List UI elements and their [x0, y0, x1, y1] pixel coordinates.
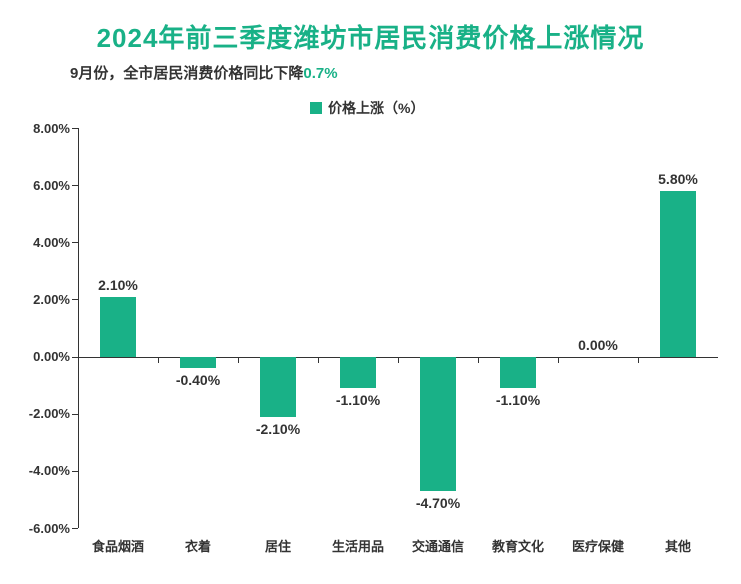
- bar-value-label: -0.40%: [158, 372, 238, 388]
- bar-value-label: 5.80%: [638, 171, 718, 187]
- bar-value-label: -4.70%: [398, 495, 478, 511]
- bar: [340, 357, 376, 388]
- x-category-label: 交通通信: [398, 536, 478, 555]
- bar: [500, 357, 536, 388]
- bar: [660, 191, 696, 357]
- bar: [260, 357, 296, 417]
- y-tick-mark: [72, 128, 78, 129]
- y-tick-mark: [72, 528, 78, 529]
- y-tick-label: 6.00%: [10, 178, 70, 193]
- y-tick-mark: [72, 185, 78, 186]
- x-tick-mark: [478, 357, 479, 363]
- x-tick-mark: [158, 357, 159, 363]
- x-category-label: 生活用品: [318, 536, 398, 555]
- x-category-label: 其他: [638, 536, 718, 555]
- y-tick-mark: [72, 242, 78, 243]
- x-category-label: 居住: [238, 536, 318, 555]
- x-category-label: 衣着: [158, 536, 238, 555]
- plot-area: -6.00%-4.00%-2.00%0.00%2.00%4.00%6.00%8.…: [78, 128, 718, 528]
- bar-value-label: -1.10%: [318, 392, 398, 408]
- chart-area: -6.00% -4.00% -2.00% 0.00% 2.00% 4.00% 6.00% 8.…: [0, 0, 741, 584]
- x-category-label: 医疗保健: [558, 536, 638, 555]
- x-tick-mark: [238, 357, 239, 363]
- y-tick-label: -6.00%: [10, 521, 70, 536]
- x-category-label: 食品烟酒: [78, 536, 158, 555]
- y-tick-label: 0.00%: [10, 349, 70, 364]
- y-tick-label: 4.00%: [10, 235, 70, 250]
- bar: [100, 297, 136, 357]
- x-tick-mark: [558, 357, 559, 363]
- y-tick-mark: [72, 414, 78, 415]
- bar: [420, 357, 456, 491]
- y-axis: [78, 128, 79, 528]
- y-tick-label: 8.00%: [10, 121, 70, 136]
- y-tick-label: -2.00%: [10, 406, 70, 421]
- y-tick-mark: [72, 471, 78, 472]
- x-tick-mark: [318, 357, 319, 363]
- bar: [180, 357, 216, 368]
- bar-value-label: 2.10%: [78, 277, 158, 293]
- bar-value-label: -1.10%: [478, 392, 558, 408]
- x-category-label: 教育文化: [478, 536, 558, 555]
- y-tick-label: -4.00%: [10, 463, 70, 478]
- y-tick-mark: [72, 299, 78, 300]
- bar-value-label: -2.10%: [238, 421, 318, 437]
- x-tick-mark: [398, 357, 399, 363]
- x-tick-mark: [638, 357, 639, 363]
- y-tick-label: 2.00%: [10, 292, 70, 307]
- bar-value-label: 0.00%: [558, 337, 638, 353]
